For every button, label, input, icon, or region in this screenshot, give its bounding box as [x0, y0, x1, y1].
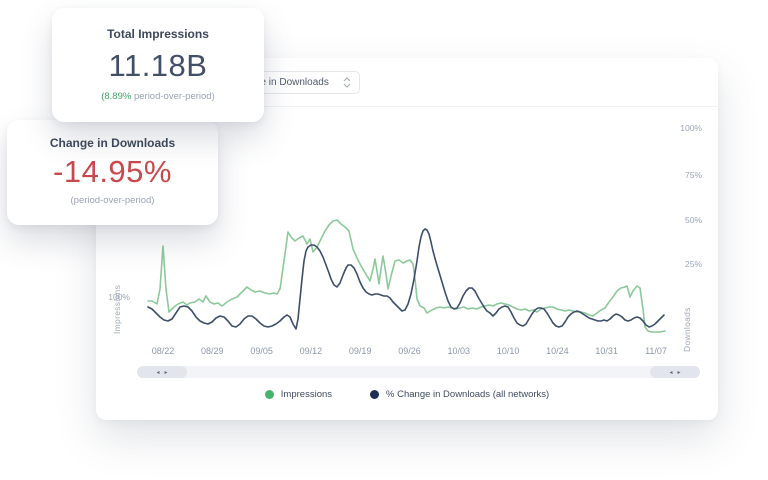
right-axis-tick: 100% — [680, 123, 702, 133]
scrollbar-left-handle[interactable]: ◂ ▸ — [137, 366, 187, 378]
series-line-downloads-change — [147, 228, 665, 330]
chart-scrollbar[interactable]: ◂ ▸ ◂ ▸ — [137, 366, 700, 378]
scroll-left-icon[interactable]: ◂ — [669, 369, 673, 376]
legend-dot-icon — [264, 390, 274, 399]
x-tick-label: 09/12 — [299, 346, 323, 356]
x-axis-labels: 08/22 08/29 09/05 09/12 09/19 09/26 10/03 10/10… — [145, 346, 667, 358]
period-label: period-over-period) — [131, 91, 215, 102]
right-axis-tick: 25% — [684, 259, 702, 269]
x-tick-label: 10/03 — [447, 346, 471, 356]
legend-label: Impressions — [280, 389, 333, 400]
right-axis-title: Downloads — [682, 307, 692, 353]
metric-dropdown-value: Change in Downloads — [231, 77, 329, 88]
x-tick-label: 08/22 — [151, 346, 175, 356]
legend-dot-icon — [370, 390, 380, 399]
x-tick-label: 11/07 — [645, 346, 667, 356]
period-change-positive: (8.89% — [101, 91, 132, 102]
stat-card-total-impressions: Total Impressions 11.18B (8.89% period-o… — [52, 8, 264, 122]
scroll-right-icon[interactable]: ▸ — [677, 369, 681, 376]
chart-legend: Impressions % Change in Downloads (all ne… — [96, 389, 718, 400]
scrollbar-right-handle[interactable]: ◂ ▸ — [650, 366, 700, 378]
card-subtext: (period-over-period) — [70, 195, 155, 206]
x-tick-label: 10/31 — [595, 346, 618, 356]
card-value: 11.18B — [108, 48, 208, 83]
chart-panel: Change in Downloads 100% Impressions 100… — [96, 58, 718, 420]
x-tick-label: 10/24 — [546, 346, 569, 356]
stat-card-change-in-downloads: Change in Downloads -14.95% (period-over… — [7, 120, 218, 225]
chart-plot — [147, 219, 666, 333]
card-value: -14.95% — [53, 154, 172, 189]
x-tick-label: 09/19 — [348, 346, 372, 356]
x-tick-label: 08/29 — [201, 346, 224, 356]
scroll-left-icon[interactable]: ◂ — [156, 369, 160, 376]
left-axis-tick: 100% — [108, 292, 130, 302]
right-axis-tick: 75% — [684, 170, 702, 180]
series-line-impressions — [147, 219, 666, 333]
x-tick-label: 09/26 — [398, 346, 421, 356]
scroll-right-icon[interactable]: ▸ — [164, 369, 168, 376]
legend-item[interactable]: % Change in Downloads (all networks) — [370, 389, 549, 400]
chart-body: 100% Impressions 100% 75% 50% 25% Downloads… — [96, 107, 718, 419]
x-tick-label: 09/05 — [250, 346, 273, 356]
chevron-updown-icon — [343, 77, 351, 88]
card-title: Change in Downloads — [49, 136, 176, 150]
x-tick-label: 10/10 — [496, 346, 520, 356]
card-title: Total Impressions — [107, 27, 209, 41]
left-axis-title: Impressions — [112, 284, 122, 334]
right-axis-tick: 50% — [684, 215, 702, 225]
legend-item[interactable]: Impressions — [264, 389, 333, 400]
legend-label: % Change in Downloads (all networks) — [386, 389, 550, 400]
card-subtext: (8.89% period-over-period) — [52, 91, 264, 102]
